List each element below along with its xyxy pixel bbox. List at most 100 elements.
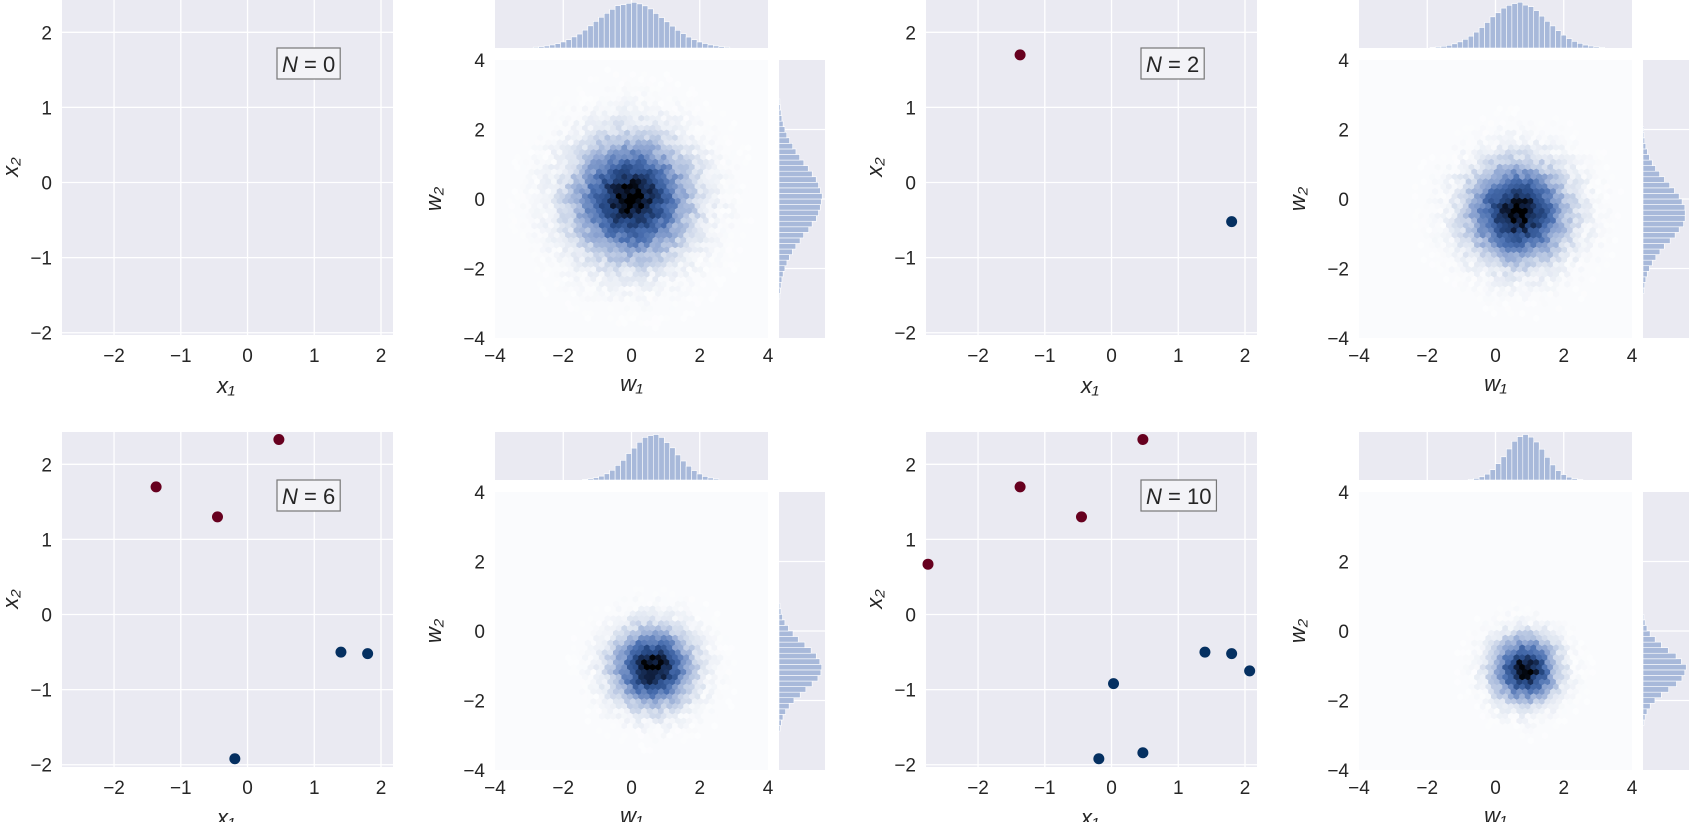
hexbin-cell [610,615,617,623]
hexbin-cell [1544,659,1551,667]
right-histogram-bar [1642,154,1650,161]
hexbin-cell [584,266,591,274]
hexbin-cell [1544,178,1551,186]
hexbin-cell [660,625,667,632]
hexbin-cell [731,659,738,667]
hexbin-cell [1516,236,1523,244]
hexbin-cell [1491,231,1498,240]
hexbin-cell [1460,197,1467,205]
hexbin-cell [655,115,662,122]
hexbin-cell [643,290,651,298]
hexbin-cell [1477,295,1484,303]
hexbin-cell [686,275,693,283]
hexbin-cell [508,222,515,230]
hexbin-cell [734,261,741,269]
hexbin-cell [1527,659,1534,667]
hexbin-cell [593,202,600,210]
hexbin-cell [711,664,718,671]
hexbin-cell [638,586,645,593]
hexbin-cell [1491,153,1498,162]
hexbin-cell [1572,678,1579,686]
hexbin-cell [590,659,597,667]
hexbin-cell [705,231,712,240]
hexbin-cell [539,256,546,264]
hexbin-cell [1502,202,1509,210]
hexbin-cell [1479,222,1486,230]
hexbin-cell [1524,300,1531,308]
hexbin-cell [1527,129,1534,137]
hexbin-cell [641,639,648,647]
hexbin-cell [604,173,611,181]
hexbin-cell [646,295,653,303]
hexbin-cell [1522,227,1529,235]
hexbin-cell [677,664,684,671]
hexbin-cell [652,158,659,166]
hexbin-cell [1564,673,1571,681]
hexbin-cell [1499,295,1506,303]
hexbin-cell [691,629,698,637]
hexbin-cell [1437,266,1444,274]
hexbin-cell [677,693,684,701]
top-histogram-bar [603,12,610,49]
hexbin-cell [587,115,594,122]
hexbin-cell [629,314,636,322]
hexbin-cell [1451,231,1458,240]
y-tick-label: −2 [463,692,485,713]
hexbin-cell [1564,241,1571,249]
hexbin-cell [531,222,538,230]
hexbin-cell [703,236,710,244]
hexbin-cell [691,217,698,225]
hexbin-cell [627,173,634,181]
hexbin-cell [570,163,577,171]
hexbin-cell [1496,202,1503,210]
hexbin-cell [683,261,690,269]
hexbin-cell [1493,717,1500,725]
hexbin-cell [1583,168,1591,176]
hexbin-cell [669,698,676,706]
hexbin-cell [708,139,715,147]
hexbin-cell [615,605,622,613]
hexbin-cell [590,649,597,657]
plot-area [62,432,393,767]
hexbin-cell [573,158,580,166]
hexbin-cell [635,295,642,303]
hexbin-cell [1567,168,1574,176]
hexbin-cell [576,222,583,230]
hexbin-cell [525,173,532,181]
hexbin-cell [1561,217,1568,225]
hexbin-cell [584,717,591,725]
hexbin-cell [688,153,696,162]
hexbin-cell [1572,649,1579,657]
hexbin-cell [658,314,665,322]
hexbin-cell [643,605,651,613]
hexbin-cell [719,158,727,166]
hexbin-cell [596,659,603,667]
hexbin-cell [559,212,566,220]
hexbin-cell [711,644,718,652]
hexbin-cell [697,110,704,118]
hexbin-cell [1457,202,1464,210]
hexbin-cell [1510,285,1517,293]
hexbin-cell [1519,241,1526,249]
x-tick-label: −2 [103,778,125,799]
hexbin-cell [646,178,653,186]
hexbin-cell [722,261,729,269]
hexbin-cell [1524,673,1531,681]
y-tick-label: −1 [30,681,52,702]
top-histogram-bar [620,4,627,49]
hexbin-cell [629,149,636,157]
hexbin-cell [607,197,614,205]
hexbin-cell [1552,163,1560,171]
right-histogram-bar [778,226,810,233]
hexbin-cell [573,285,580,293]
hexbin-cell [658,236,665,244]
hexbin-cell [714,688,721,696]
hexbin-cell [582,693,589,701]
hexbin-cell [643,683,651,691]
hexbin-cell [691,649,698,657]
hexbin-cell [1491,693,1498,701]
top-histogram-bar [707,44,714,49]
hexbin-cell [674,217,681,225]
hexbin-cell [1569,134,1576,142]
hexbin-cell [621,703,628,710]
